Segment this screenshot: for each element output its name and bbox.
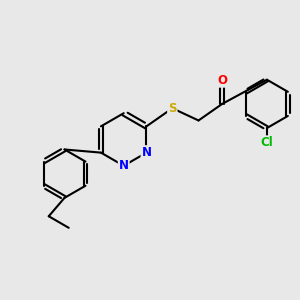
Text: O: O: [217, 74, 227, 87]
Text: N: N: [142, 146, 152, 159]
Text: S: S: [168, 102, 177, 115]
Text: Cl: Cl: [260, 136, 273, 149]
Text: N: N: [119, 159, 129, 172]
